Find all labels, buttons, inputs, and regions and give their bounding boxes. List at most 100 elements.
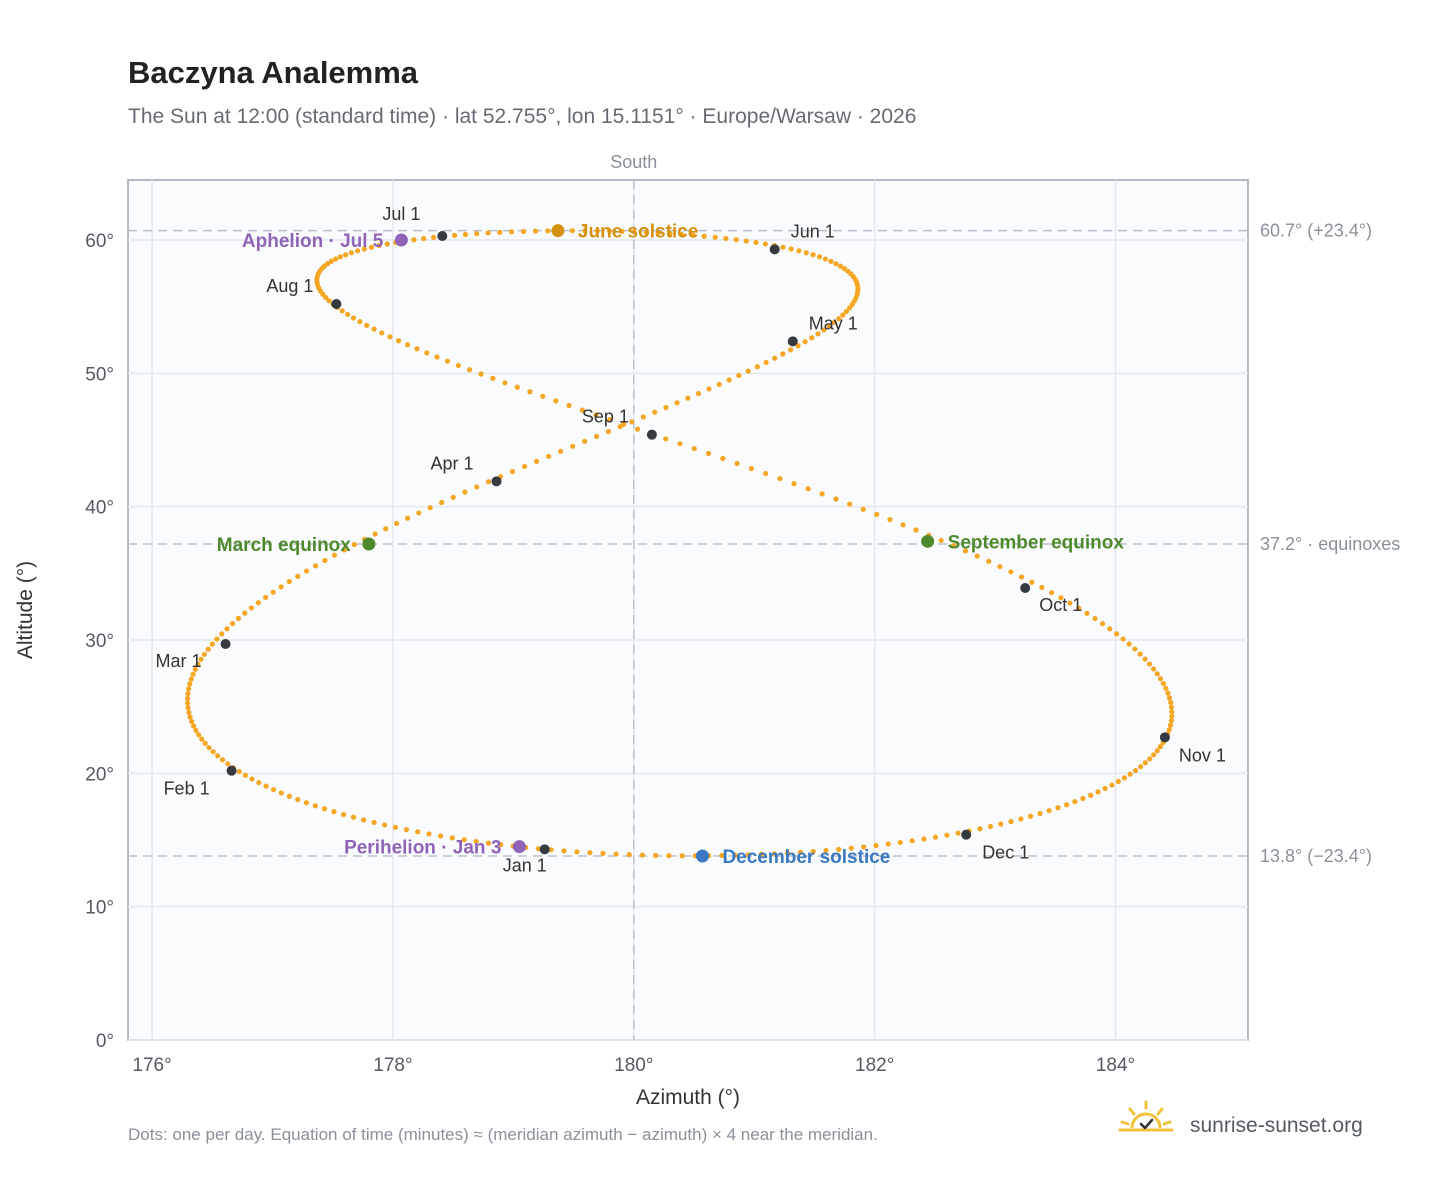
day-dot	[822, 256, 829, 262]
day-dot	[763, 470, 769, 477]
month-marker-dot	[787, 336, 798, 347]
day-dot	[753, 239, 759, 246]
day-dot	[404, 342, 411, 348]
day-dot	[795, 343, 801, 349]
event-marker-dot	[551, 224, 565, 238]
day-dot	[701, 233, 707, 239]
day-dot	[1114, 631, 1120, 637]
day-dot	[679, 853, 685, 859]
y-tick-label: 60°	[85, 231, 114, 252]
day-dot	[256, 779, 262, 786]
month-marker-label: May 1	[809, 313, 858, 333]
day-dot	[558, 448, 564, 454]
day-dot	[1080, 795, 1086, 802]
day-dot	[1168, 699, 1174, 706]
month-marker-label: Apr 1	[431, 453, 474, 473]
day-dot	[1008, 818, 1014, 825]
day-dot	[1039, 584, 1045, 591]
day-dot	[341, 547, 347, 553]
day-dot	[205, 646, 211, 652]
day-dot	[802, 339, 808, 345]
day-dot	[224, 626, 230, 632]
day-dot	[885, 841, 891, 847]
day-dot	[1166, 695, 1173, 701]
day-dot	[214, 636, 220, 642]
day-dot	[640, 414, 646, 420]
day-dot	[1102, 785, 1108, 792]
event-marker-label: December solstice	[722, 847, 890, 868]
day-dot	[723, 235, 729, 242]
day-dot	[371, 326, 377, 332]
day-dot	[185, 705, 191, 711]
day-dot	[582, 228, 588, 234]
day-dot	[955, 830, 961, 836]
x-axis-ticks: 176° 178° 180° 182° 184°	[132, 1055, 1135, 1076]
y-tick-label: 30°	[85, 631, 114, 652]
day-dot	[187, 714, 193, 720]
day-dot	[486, 479, 492, 485]
day-dot	[514, 384, 520, 390]
day-dot	[387, 334, 393, 340]
day-dot	[809, 335, 815, 341]
month-marker-dot	[437, 231, 448, 241]
month-marker-label: Mar 1	[156, 651, 202, 671]
day-dot	[393, 520, 400, 527]
day-dot	[286, 793, 292, 799]
day-dot	[332, 256, 339, 262]
day-dot	[326, 298, 332, 304]
day-dot	[1165, 690, 1171, 696]
month-marker-label: Oct 1	[1039, 595, 1082, 615]
day-dot	[1169, 709, 1175, 715]
day-dot	[534, 458, 540, 464]
day-dot	[235, 615, 242, 621]
day-dot	[206, 744, 212, 751]
event-marker-label: March equinox	[217, 535, 352, 556]
day-dot	[431, 234, 437, 240]
day-dot	[1132, 767, 1139, 774]
day-dot	[478, 371, 484, 377]
day-dot	[219, 631, 225, 637]
day-dot	[191, 723, 197, 729]
day-dot	[312, 563, 319, 569]
day-dot	[361, 817, 367, 823]
month-marker-label: Sep 1	[582, 407, 629, 427]
day-dot	[392, 824, 399, 830]
day-dot	[726, 377, 732, 383]
day-dot	[248, 605, 254, 611]
day-dot	[1018, 574, 1025, 580]
day-dot	[185, 700, 191, 706]
day-dot	[420, 235, 427, 242]
day-dot	[1088, 792, 1094, 798]
day-dot	[1150, 666, 1157, 672]
day-dot	[816, 254, 823, 260]
day-dot	[198, 656, 204, 662]
day-dot	[350, 315, 357, 321]
day-dot	[652, 409, 658, 415]
day-dot	[1157, 744, 1163, 750]
meridian-line: South	[610, 152, 657, 1040]
month-marker-label: Jun 1	[791, 221, 835, 241]
day-dot	[328, 258, 334, 264]
day-dot	[502, 380, 508, 386]
day-dot	[201, 651, 208, 657]
day-dot	[321, 806, 328, 812]
month-marker-dot	[220, 639, 231, 649]
y-tick-label: 10°	[85, 898, 114, 919]
day-dot	[1076, 605, 1082, 611]
day-dot	[1084, 610, 1090, 616]
day-dot	[950, 543, 957, 549]
day-dot	[184, 695, 191, 702]
day-dot	[437, 833, 444, 839]
day-dot	[490, 375, 496, 381]
day-dot	[815, 331, 821, 337]
day-dot	[1095, 789, 1101, 795]
month-marker-dot	[1159, 732, 1170, 743]
day-dot	[574, 849, 580, 855]
day-dot	[376, 242, 382, 249]
day-dot	[810, 252, 816, 258]
day-dot	[323, 294, 329, 301]
day-dot	[938, 537, 944, 544]
day-dot	[185, 691, 191, 697]
day-dot	[189, 718, 195, 725]
day-dot	[1046, 808, 1052, 814]
